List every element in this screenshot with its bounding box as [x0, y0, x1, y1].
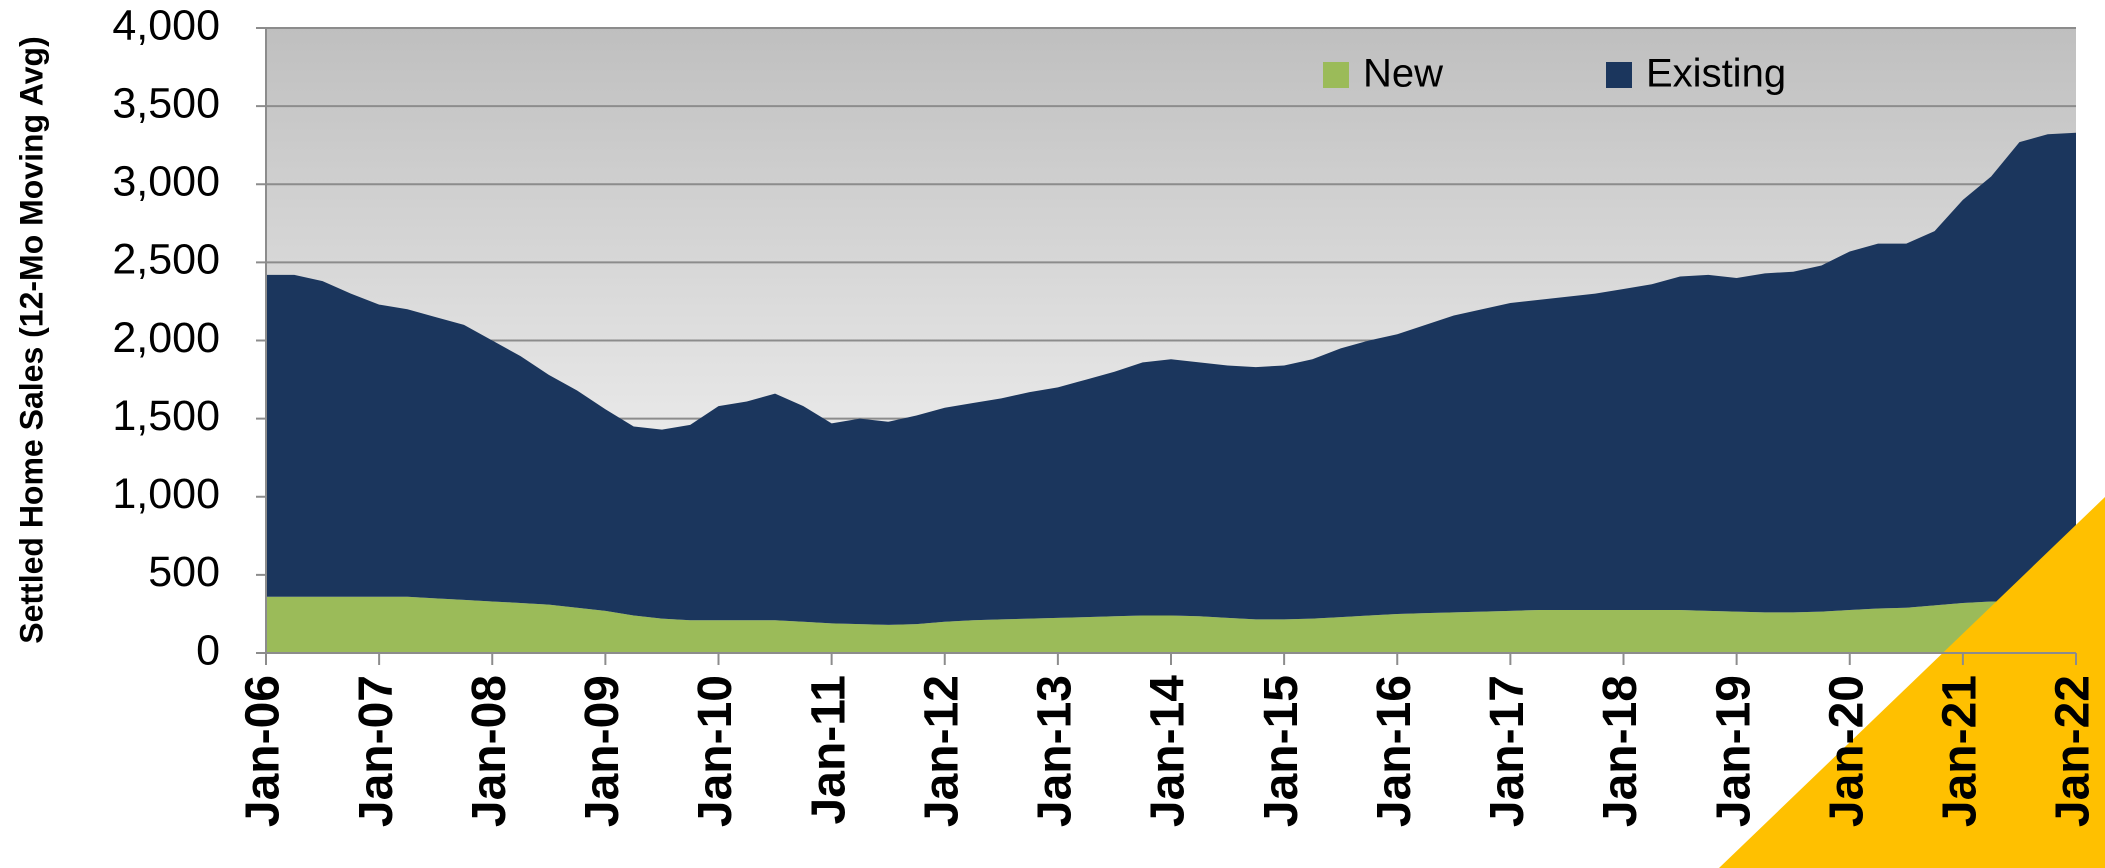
x-tick-label: Jan-15: [1255, 675, 1308, 827]
y-tick-label: 1,500: [112, 392, 220, 440]
x-tick-label: Jan-12: [915, 675, 968, 827]
y-tick-label: 1,000: [112, 470, 220, 518]
x-tick-label: Jan-22: [2047, 675, 2100, 827]
corner-decoration: [1719, 497, 2105, 868]
x-tick-label: Jan-21: [1934, 675, 1987, 827]
y-tick-label: 0: [196, 626, 220, 674]
x-tick-label: Jan-10: [689, 675, 742, 827]
x-tick-label: Jan-08: [463, 675, 516, 827]
y-tick-label: 2,000: [112, 314, 220, 362]
x-tick-label: Jan-13: [1029, 675, 1082, 827]
area: [266, 132, 2076, 625]
y-tick-label: 4,000: [112, 1, 220, 49]
y-tick-label: 3,000: [112, 158, 220, 206]
y-tick-label: 500: [148, 548, 220, 596]
legend-swatch: [1323, 62, 1349, 88]
x-tick-label: Jan-11: [802, 675, 855, 824]
x-tick-label: Jan-17: [1481, 675, 1534, 827]
area: [266, 596, 2076, 653]
x-tick-label: Jan-07: [350, 675, 403, 827]
x-tick-label: Jan-06: [237, 675, 290, 827]
y-axis-title: Settled Home Sales (12-Mo Moving Avg): [13, 36, 49, 644]
x-tick-label: Jan-16: [1368, 675, 1421, 827]
x-tick-label: Jan-14: [1142, 675, 1195, 827]
y-tick-label: 2,500: [112, 236, 220, 284]
legend-swatch: [1606, 62, 1632, 88]
y-tick-label: 3,500: [112, 79, 220, 127]
x-tick-label: Jan-19: [1707, 675, 1760, 827]
legend-label: Existing: [1646, 52, 1786, 96]
legend-label: New: [1363, 52, 1443, 96]
x-tick-label: Jan-18: [1594, 675, 1647, 827]
x-tick-label: Jan-20: [1820, 675, 1873, 827]
x-tick-label: Jan-09: [576, 675, 629, 827]
